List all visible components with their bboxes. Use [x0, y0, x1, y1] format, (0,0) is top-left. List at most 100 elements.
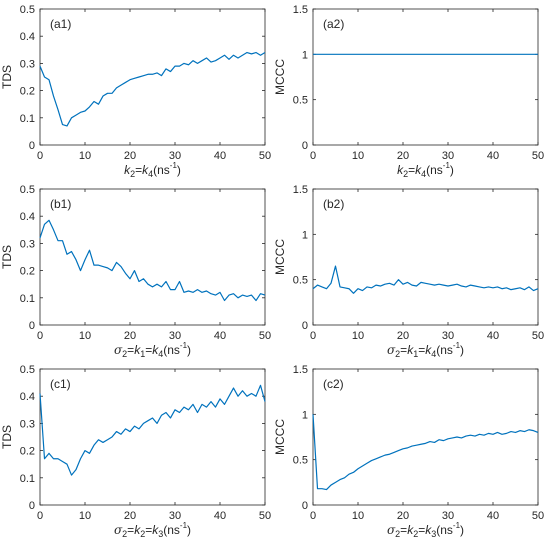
- data-point: [111, 270, 112, 271]
- data-point: [134, 270, 135, 271]
- x-axis-label-part: ): [177, 163, 181, 177]
- x-axis-label-part: 2: [395, 529, 400, 539]
- data-point: [206, 406, 207, 407]
- data-point: [179, 281, 180, 282]
- y-tick-label: 0: [29, 320, 35, 332]
- x-axis-label: k2=k4(ns-1): [397, 161, 454, 179]
- x-axis-label: k2=k4(ns-1): [124, 161, 181, 179]
- panel-tag: (c1): [50, 377, 71, 391]
- data-point: [474, 285, 475, 286]
- x-tick-label: 30: [169, 510, 181, 522]
- data-point: [98, 265, 99, 266]
- data-point: [470, 285, 471, 286]
- data-point: [492, 434, 493, 435]
- data-point: [161, 75, 162, 76]
- x-axis-label-part: k: [407, 343, 414, 357]
- data-point: [366, 286, 367, 287]
- x-axis-label-part: =: [408, 163, 415, 177]
- x-tick-label: 20: [397, 150, 409, 162]
- data-point: [330, 484, 331, 485]
- data-point: [125, 82, 126, 83]
- x-tick-label: 50: [532, 330, 544, 342]
- y-tick-label: 0.5: [20, 364, 35, 376]
- data-point: [93, 445, 94, 446]
- series-line: [39, 51, 266, 127]
- x-tick-label: 40: [214, 330, 226, 342]
- data-point: [510, 289, 511, 290]
- x-axis-label-part: -1: [180, 521, 188, 530]
- data-point: [357, 468, 358, 469]
- data-point: [452, 437, 453, 438]
- data-point: [165, 281, 166, 282]
- data-point: [497, 432, 498, 433]
- y-axis-label: TDS: [0, 425, 14, 449]
- data-point: [515, 432, 516, 433]
- data-point: [102, 95, 103, 96]
- data-point: [111, 436, 112, 437]
- data-point: [152, 286, 153, 287]
- data-point: [183, 292, 184, 293]
- x-tick-label: 10: [352, 330, 364, 342]
- x-axis-label-part: =: [418, 343, 425, 357]
- data-point: [483, 435, 484, 436]
- data-point: [465, 286, 466, 287]
- data-point: [228, 396, 229, 397]
- data-point: [215, 60, 216, 61]
- data-point: [152, 417, 153, 418]
- data-point: [326, 489, 327, 490]
- x-tick-label: 30: [169, 150, 181, 162]
- x-tick-label: 10: [352, 150, 364, 162]
- data-point: [456, 284, 457, 285]
- data-point: [75, 259, 76, 260]
- data-point: [515, 288, 516, 289]
- data-point: [39, 66, 40, 67]
- data-point: [89, 250, 90, 251]
- data-point: [161, 415, 162, 416]
- data-point: [134, 78, 135, 79]
- data-point: [362, 465, 363, 466]
- data-point: [353, 293, 354, 294]
- data-point: [447, 438, 448, 439]
- data-point: [228, 294, 229, 295]
- x-axis-label-part: 1: [413, 349, 418, 359]
- series-line: [312, 414, 539, 491]
- data-point: [206, 57, 207, 58]
- x-axis-label-part: σ: [387, 343, 396, 357]
- data-point: [147, 74, 148, 75]
- x-axis-label-part: k: [425, 523, 432, 537]
- x-axis-label-part: σ: [114, 523, 123, 537]
- y-tick-label: 0.3: [20, 418, 35, 430]
- data-point: [348, 474, 349, 475]
- data-point: [138, 428, 139, 429]
- data-point: [206, 290, 207, 291]
- data-point: [398, 450, 399, 451]
- data-point: [339, 479, 340, 480]
- x-axis-label: σ2=k2=k3(ns-1): [387, 521, 464, 539]
- x-axis-label-part: ): [460, 343, 464, 357]
- x-axis-label: σ2=k1=k4(ns-1): [114, 341, 191, 359]
- y-axis-label: MCCC: [273, 59, 287, 95]
- x-axis-label-part: 2: [413, 529, 418, 539]
- data-point: [71, 251, 72, 252]
- data-point: [39, 237, 40, 238]
- x-axis-label-part: 2: [403, 169, 408, 179]
- x-axis-label-part: 2: [140, 529, 145, 539]
- x-tick-label: 0: [37, 330, 43, 342]
- data-point: [116, 431, 117, 432]
- plot-area: [312, 368, 539, 506]
- data-point: [506, 433, 507, 434]
- data-point: [201, 292, 202, 293]
- data-point: [165, 68, 166, 69]
- data-point: [93, 101, 94, 102]
- data-point: [116, 262, 117, 263]
- x-axis-label-part: 2: [130, 169, 135, 179]
- data-point: [57, 458, 58, 459]
- x-axis-label-part: -1: [170, 161, 178, 170]
- x-axis-label-part: -1: [443, 161, 451, 170]
- data-point: [443, 285, 444, 286]
- y-tick-label: 0.2: [20, 266, 35, 278]
- data-point: [170, 417, 171, 418]
- x-axis-label-part: ): [450, 163, 454, 177]
- data-point: [456, 436, 457, 437]
